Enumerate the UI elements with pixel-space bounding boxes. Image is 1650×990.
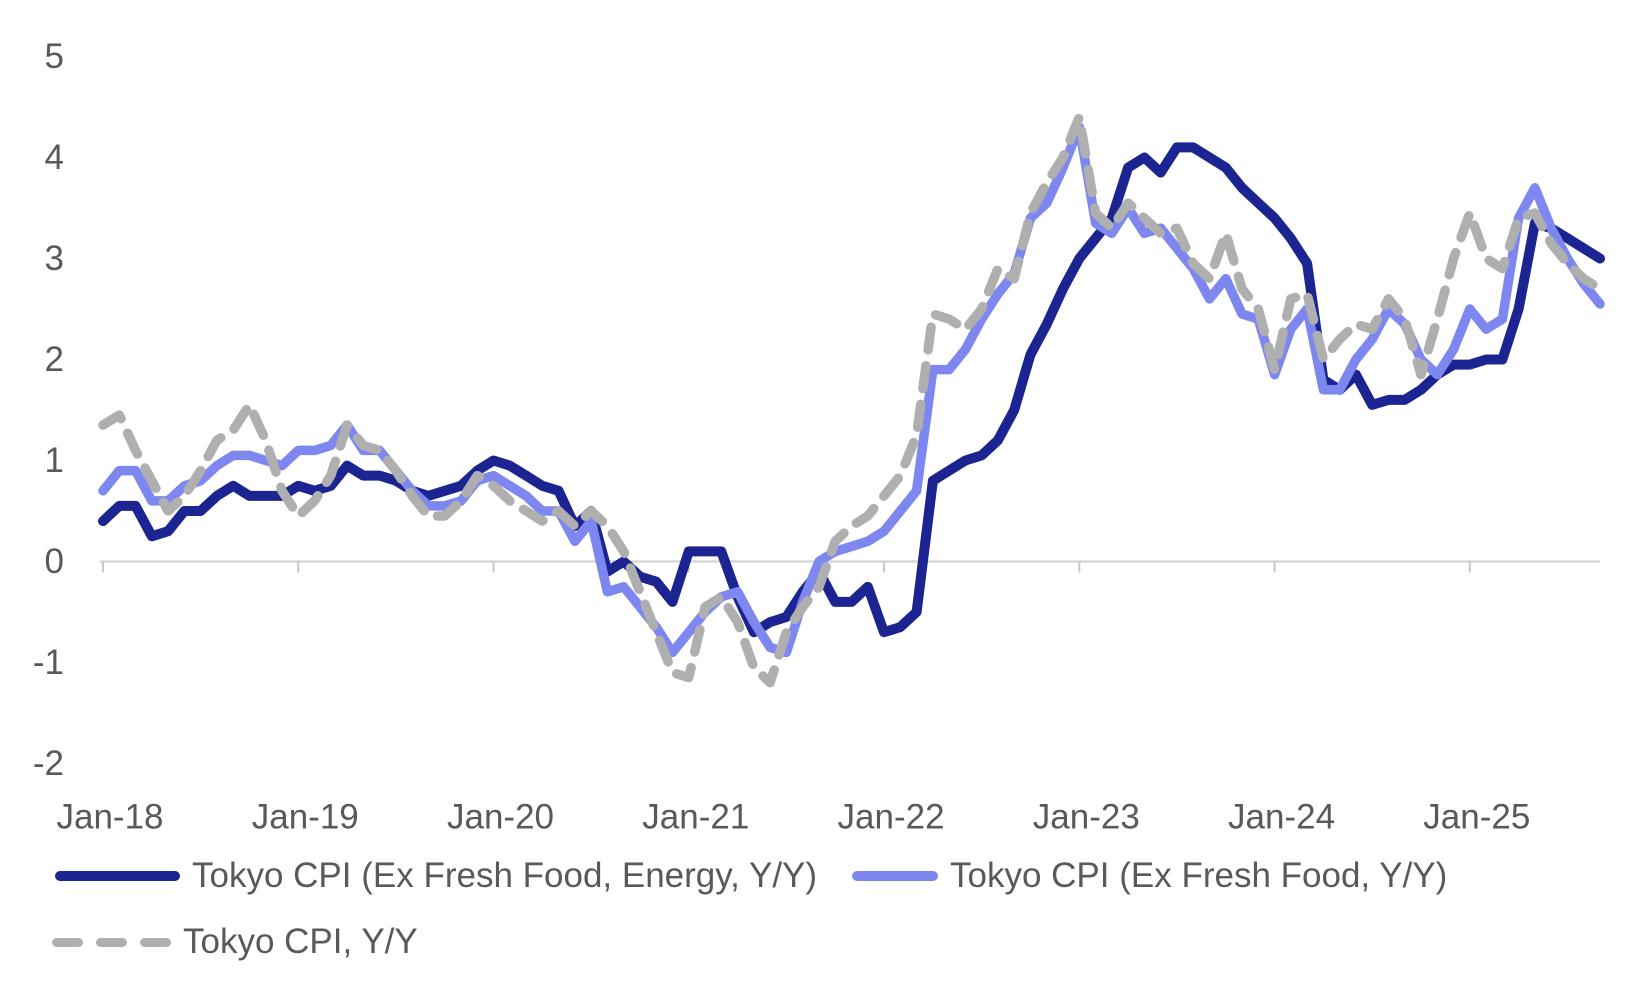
x-axis-label: Jan-21 [642,797,749,836]
y-axis-label: -2 [33,744,64,783]
x-axis-label: Jan-22 [838,797,945,836]
dash-segment [96,937,127,947]
y-axis-label: -1 [33,643,64,682]
dash-segment [140,937,171,947]
legend-label-headline: Tokyo CPI, Y/Y [183,922,418,961]
legend-label-core-core: Tokyo CPI (Ex Fresh Food, Energy, Y/Y) [192,856,818,895]
legend-item-core-core: Tokyo CPI (Ex Fresh Food, Energy, Y/Y) [55,856,817,896]
legend-item-core: Tokyo CPI (Ex Fresh Food, Y/Y) [852,856,1447,896]
x-axis-label: Jan-24 [1228,797,1335,836]
x-axis-label: Jan-25 [1423,797,1530,836]
dash-segment [52,937,83,947]
series-line-1 [98,122,1605,658]
y-axis-label: 1 [45,441,64,480]
x-axis-label: Jan-19 [252,797,359,836]
series-line-2 [98,112,1605,688]
legend-swatch-navy-line [55,871,180,881]
y-axis-label: 0 [45,542,64,581]
series-line-0 [98,142,1605,638]
legend-swatch-periwinkle-line [852,871,938,881]
y-axis-label: 2 [45,340,64,379]
x-axis-label: Jan-20 [447,797,554,836]
y-axis-label: 5 [45,37,64,76]
x-axis-label: Jan-23 [1033,797,1140,836]
y-axis-label: 4 [45,138,64,177]
legend-item-headline: Tokyo CPI, Y/Y [52,922,418,962]
legend-swatch-gray-dashed-line [52,937,171,947]
legend-label-core: Tokyo CPI (Ex Fresh Food, Y/Y) [950,856,1448,895]
y-axis-label: 3 [45,239,64,278]
x-axis-label: Jan-18 [56,797,163,836]
